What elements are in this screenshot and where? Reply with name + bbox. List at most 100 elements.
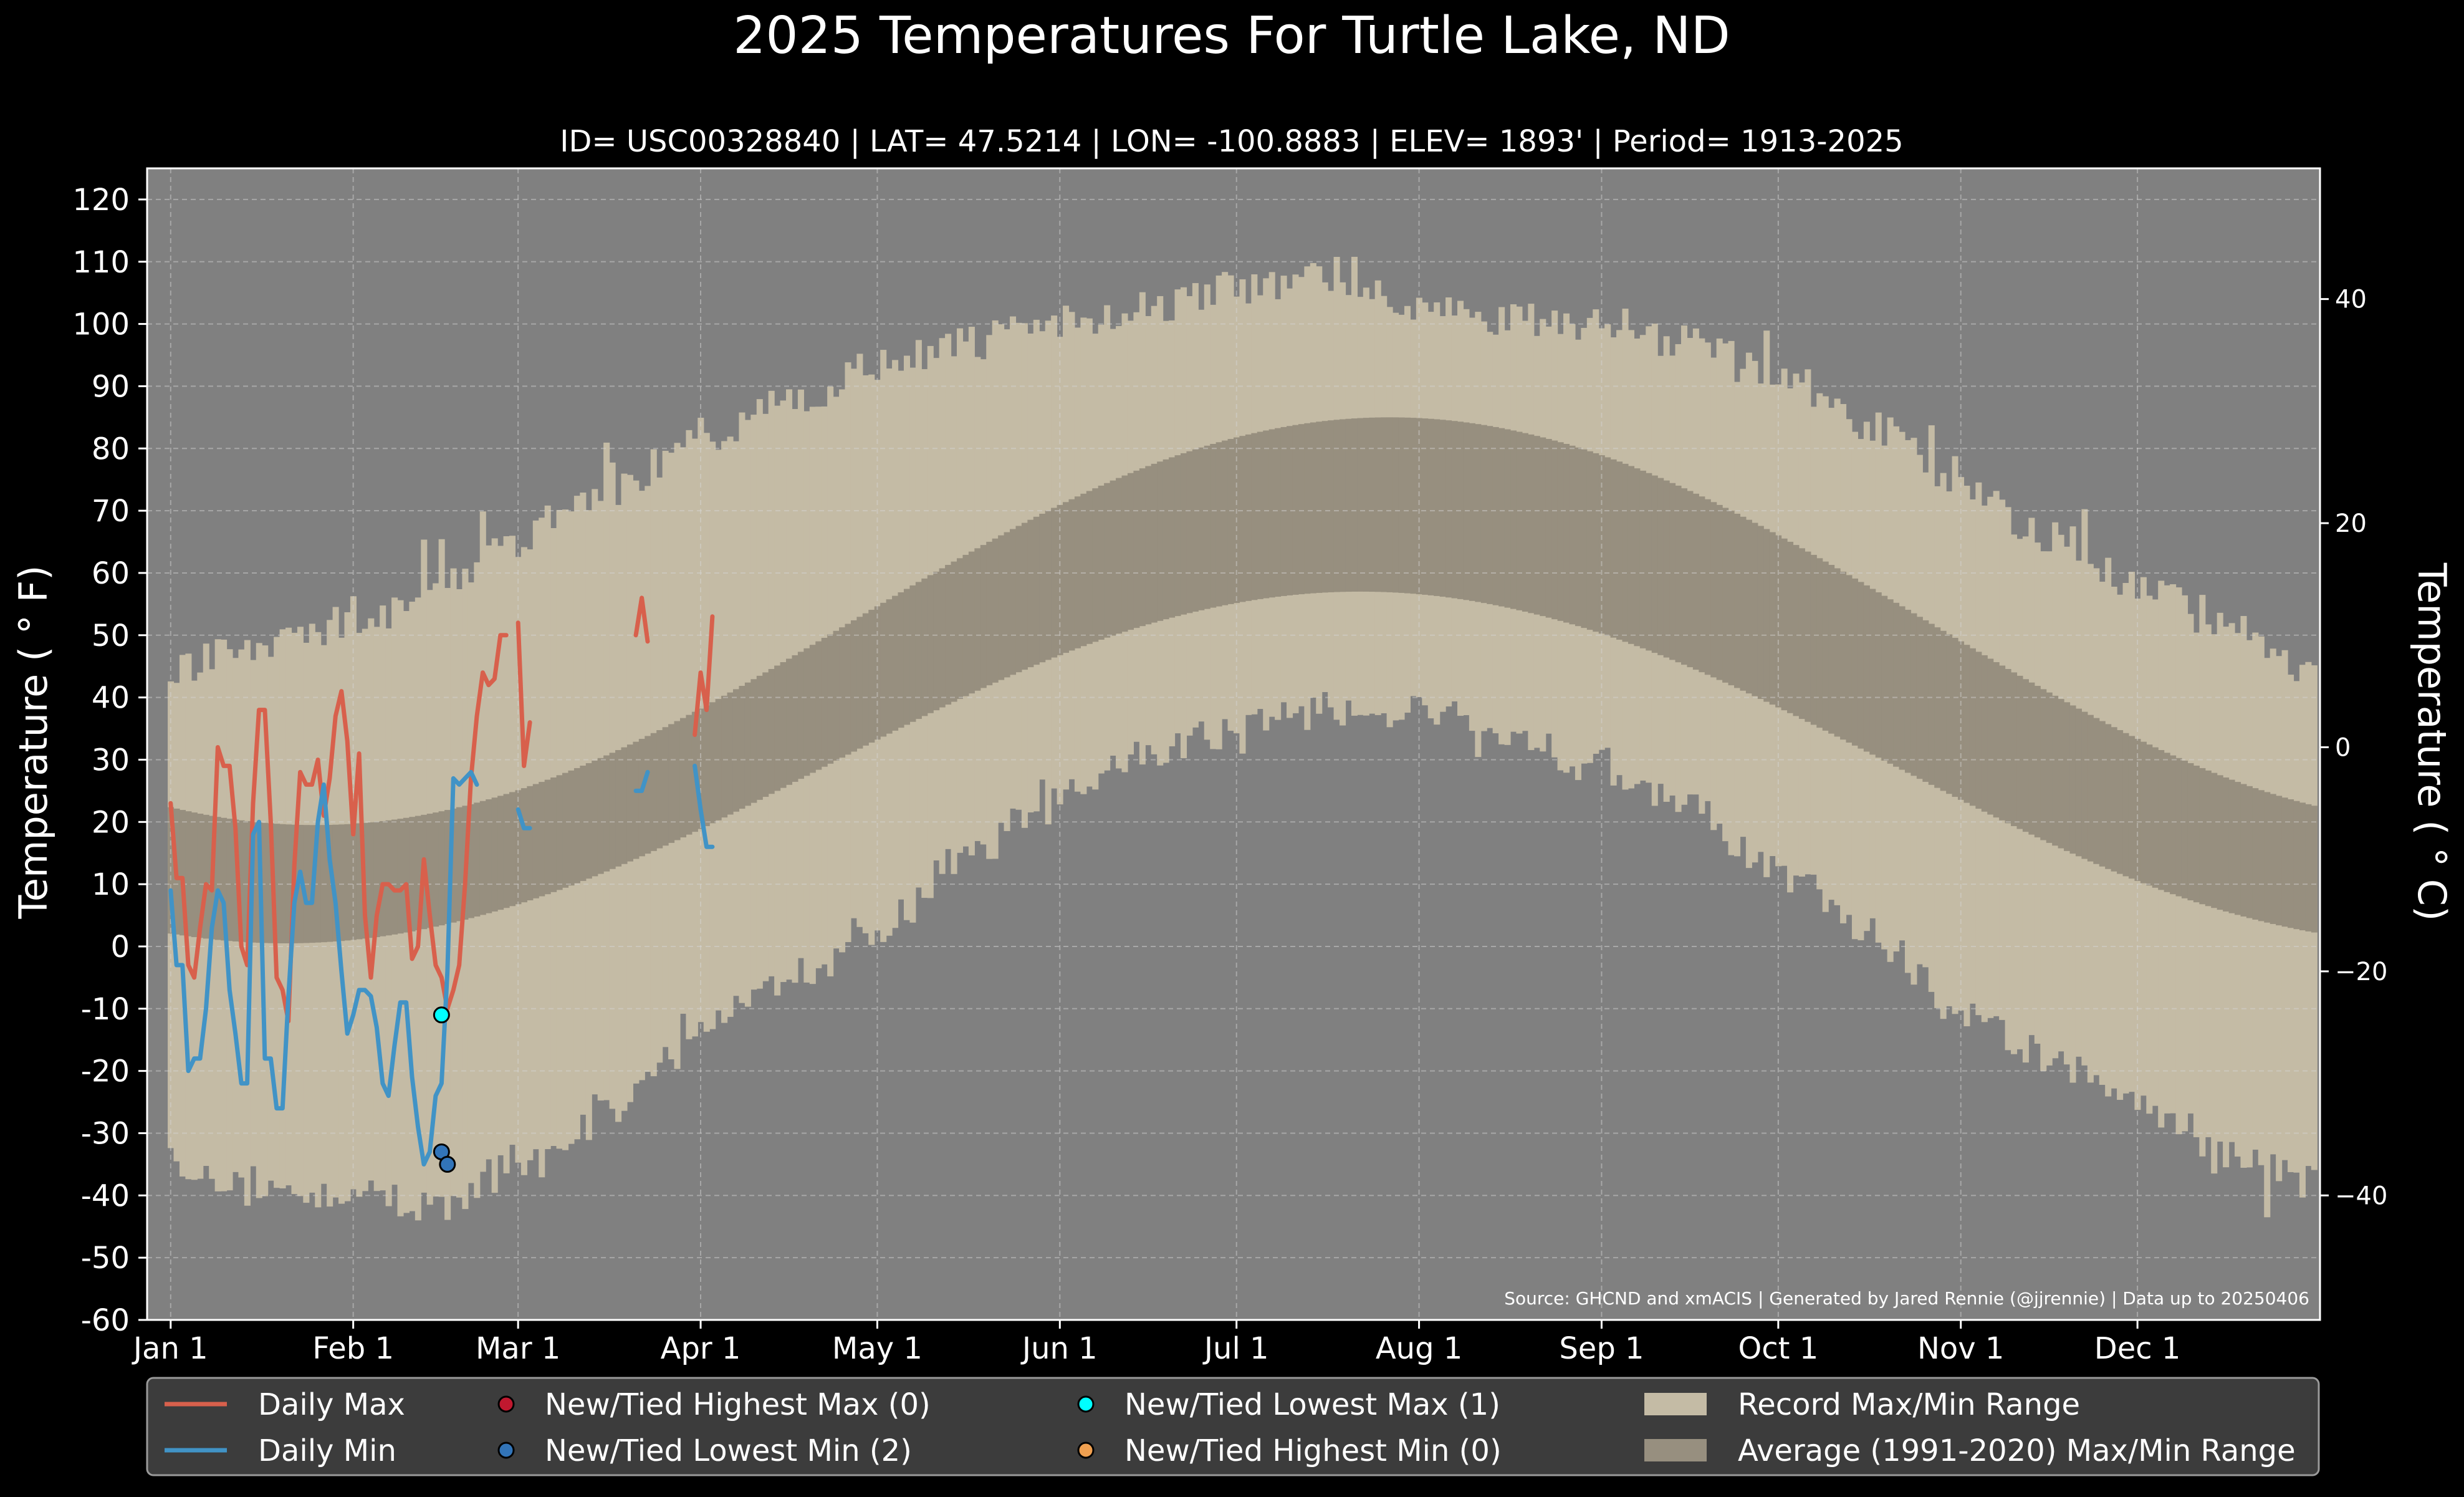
normal-range-bar bbox=[956, 558, 964, 700]
normal-range-bar bbox=[515, 790, 522, 905]
normal-range-bar bbox=[1946, 634, 1953, 794]
normal-range-bar bbox=[1057, 504, 1063, 655]
normal-range-bar bbox=[1492, 426, 1499, 605]
normal-range-bar bbox=[1604, 457, 1611, 636]
normal-range-bar bbox=[1840, 571, 1847, 740]
normal-range-bar bbox=[1639, 470, 1646, 648]
normal-range-bar bbox=[1363, 418, 1369, 592]
normal-range-bar bbox=[2199, 768, 2206, 905]
y-tick-label-f: -40 bbox=[81, 1178, 130, 1213]
daily-max-line bbox=[633, 595, 650, 644]
normal-range-bar bbox=[2064, 702, 2071, 851]
normal-range-bar bbox=[1098, 485, 1105, 640]
normal-range-bar bbox=[1010, 529, 1017, 675]
legend-label: New/Tied Lowest Max (1) bbox=[1124, 1387, 1500, 1422]
normal-range-bar bbox=[1687, 491, 1694, 668]
plot-area bbox=[147, 168, 2320, 1320]
normal-range-bar bbox=[668, 724, 675, 843]
normal-range-bar bbox=[2288, 799, 2294, 928]
normal-range-bar bbox=[1634, 468, 1641, 647]
normal-range-bar bbox=[2152, 747, 2159, 888]
normal-range-bar bbox=[1722, 508, 1729, 683]
normal-range-bar bbox=[1345, 418, 1352, 592]
normal-range-bar bbox=[992, 538, 999, 683]
normal-range-bar bbox=[1981, 655, 1988, 812]
normal-range-bar bbox=[279, 824, 286, 943]
normal-range-bar bbox=[1763, 529, 1770, 702]
normal-range-bar bbox=[962, 554, 969, 696]
normal-range-bar bbox=[1340, 419, 1346, 592]
normal-range-bar bbox=[179, 810, 186, 936]
normal-range-bar bbox=[2252, 788, 2259, 920]
normal-range-bar bbox=[1145, 466, 1152, 625]
normal-range-bar bbox=[2217, 775, 2223, 910]
normal-range-bar bbox=[380, 821, 386, 936]
normal-range-bar bbox=[1310, 422, 1316, 594]
normal-range-bar bbox=[1104, 483, 1111, 638]
normal-range-bar bbox=[532, 784, 539, 898]
normal-range-bar bbox=[2246, 786, 2253, 918]
normal-range-bar bbox=[1516, 431, 1523, 610]
normal-range-bar bbox=[815, 641, 822, 770]
normal-range-bar bbox=[568, 770, 575, 886]
daily-min-line bbox=[515, 807, 532, 830]
normal-range-bar bbox=[1557, 442, 1564, 621]
normal-range-bar bbox=[1451, 421, 1458, 599]
normal-range-bar bbox=[356, 823, 363, 940]
normal-range-bar bbox=[786, 658, 793, 785]
x-tick-label: Nov 1 bbox=[1917, 1331, 2004, 1366]
normal-range-bar bbox=[1469, 423, 1475, 601]
normal-range-bar bbox=[1575, 447, 1581, 627]
normal-range-bar bbox=[1086, 491, 1093, 644]
normal-range-bar bbox=[2093, 718, 2100, 864]
normal-range-bar bbox=[1834, 568, 1841, 737]
normal-range-bar bbox=[1234, 437, 1240, 604]
normal-range-bar bbox=[385, 820, 392, 936]
normal-range-bar bbox=[1416, 418, 1422, 595]
normal-range-bar bbox=[527, 786, 534, 901]
normal-range-bar bbox=[715, 699, 722, 821]
normal-range-bar bbox=[244, 821, 251, 943]
normal-range-bar bbox=[2175, 758, 2182, 897]
normal-range-bar bbox=[727, 692, 734, 815]
normal-range-bar bbox=[315, 825, 322, 943]
normal-range-bar bbox=[1916, 617, 1923, 779]
normal-range-bar bbox=[456, 807, 463, 922]
normal-range-bar bbox=[709, 702, 716, 824]
y-tick-label-c: 20 bbox=[2335, 509, 2367, 538]
normal-range-bar bbox=[721, 695, 728, 818]
normal-range-bar bbox=[1227, 439, 1234, 604]
normal-range-bar bbox=[1663, 480, 1670, 658]
x-tick-label: Feb 1 bbox=[312, 1331, 394, 1366]
normal-range-bar bbox=[2240, 784, 2247, 917]
normal-range-bar bbox=[1540, 437, 1546, 617]
grid bbox=[147, 168, 2320, 1320]
normal-range-bar bbox=[1268, 429, 1275, 598]
normal-range-bar bbox=[1133, 470, 1140, 628]
normal-range-bar bbox=[1858, 582, 1864, 749]
y-tick-label-f: -10 bbox=[81, 992, 130, 1027]
normal-range-bar bbox=[1528, 434, 1535, 614]
normal-range-bar bbox=[1863, 585, 1870, 752]
x-tick-label: Jul 1 bbox=[1202, 1331, 1269, 1366]
normal-range-bar bbox=[809, 645, 816, 773]
normal-range-bar bbox=[1116, 478, 1123, 634]
normal-range-bar bbox=[438, 811, 445, 926]
axes: -60 -50 -40 -30 -20 -10 0 10 20 30 40 50 60 70 80 90 100… bbox=[72, 167, 2387, 1366]
normal-range-bar bbox=[2228, 779, 2235, 913]
normal-range-bar bbox=[1381, 417, 1388, 592]
normal-range-bar bbox=[1551, 440, 1558, 620]
y-tick-label-f: 80 bbox=[92, 431, 130, 466]
legend-patch-swatch bbox=[1644, 1439, 1707, 1461]
normal-range-bar bbox=[1745, 519, 1752, 694]
normal-range-bar bbox=[827, 634, 834, 764]
normal-range-bar bbox=[909, 585, 916, 722]
normal-range-bar bbox=[1851, 578, 1858, 746]
y-tick-label-c: −40 bbox=[2335, 1182, 2387, 1210]
normal-range-bar bbox=[1198, 447, 1205, 610]
normal-range-bar bbox=[780, 662, 787, 788]
normal-range-bar bbox=[391, 819, 398, 935]
normal-range-bar bbox=[845, 623, 851, 755]
legend-label: New/Tied Highest Max (0) bbox=[545, 1387, 931, 1422]
